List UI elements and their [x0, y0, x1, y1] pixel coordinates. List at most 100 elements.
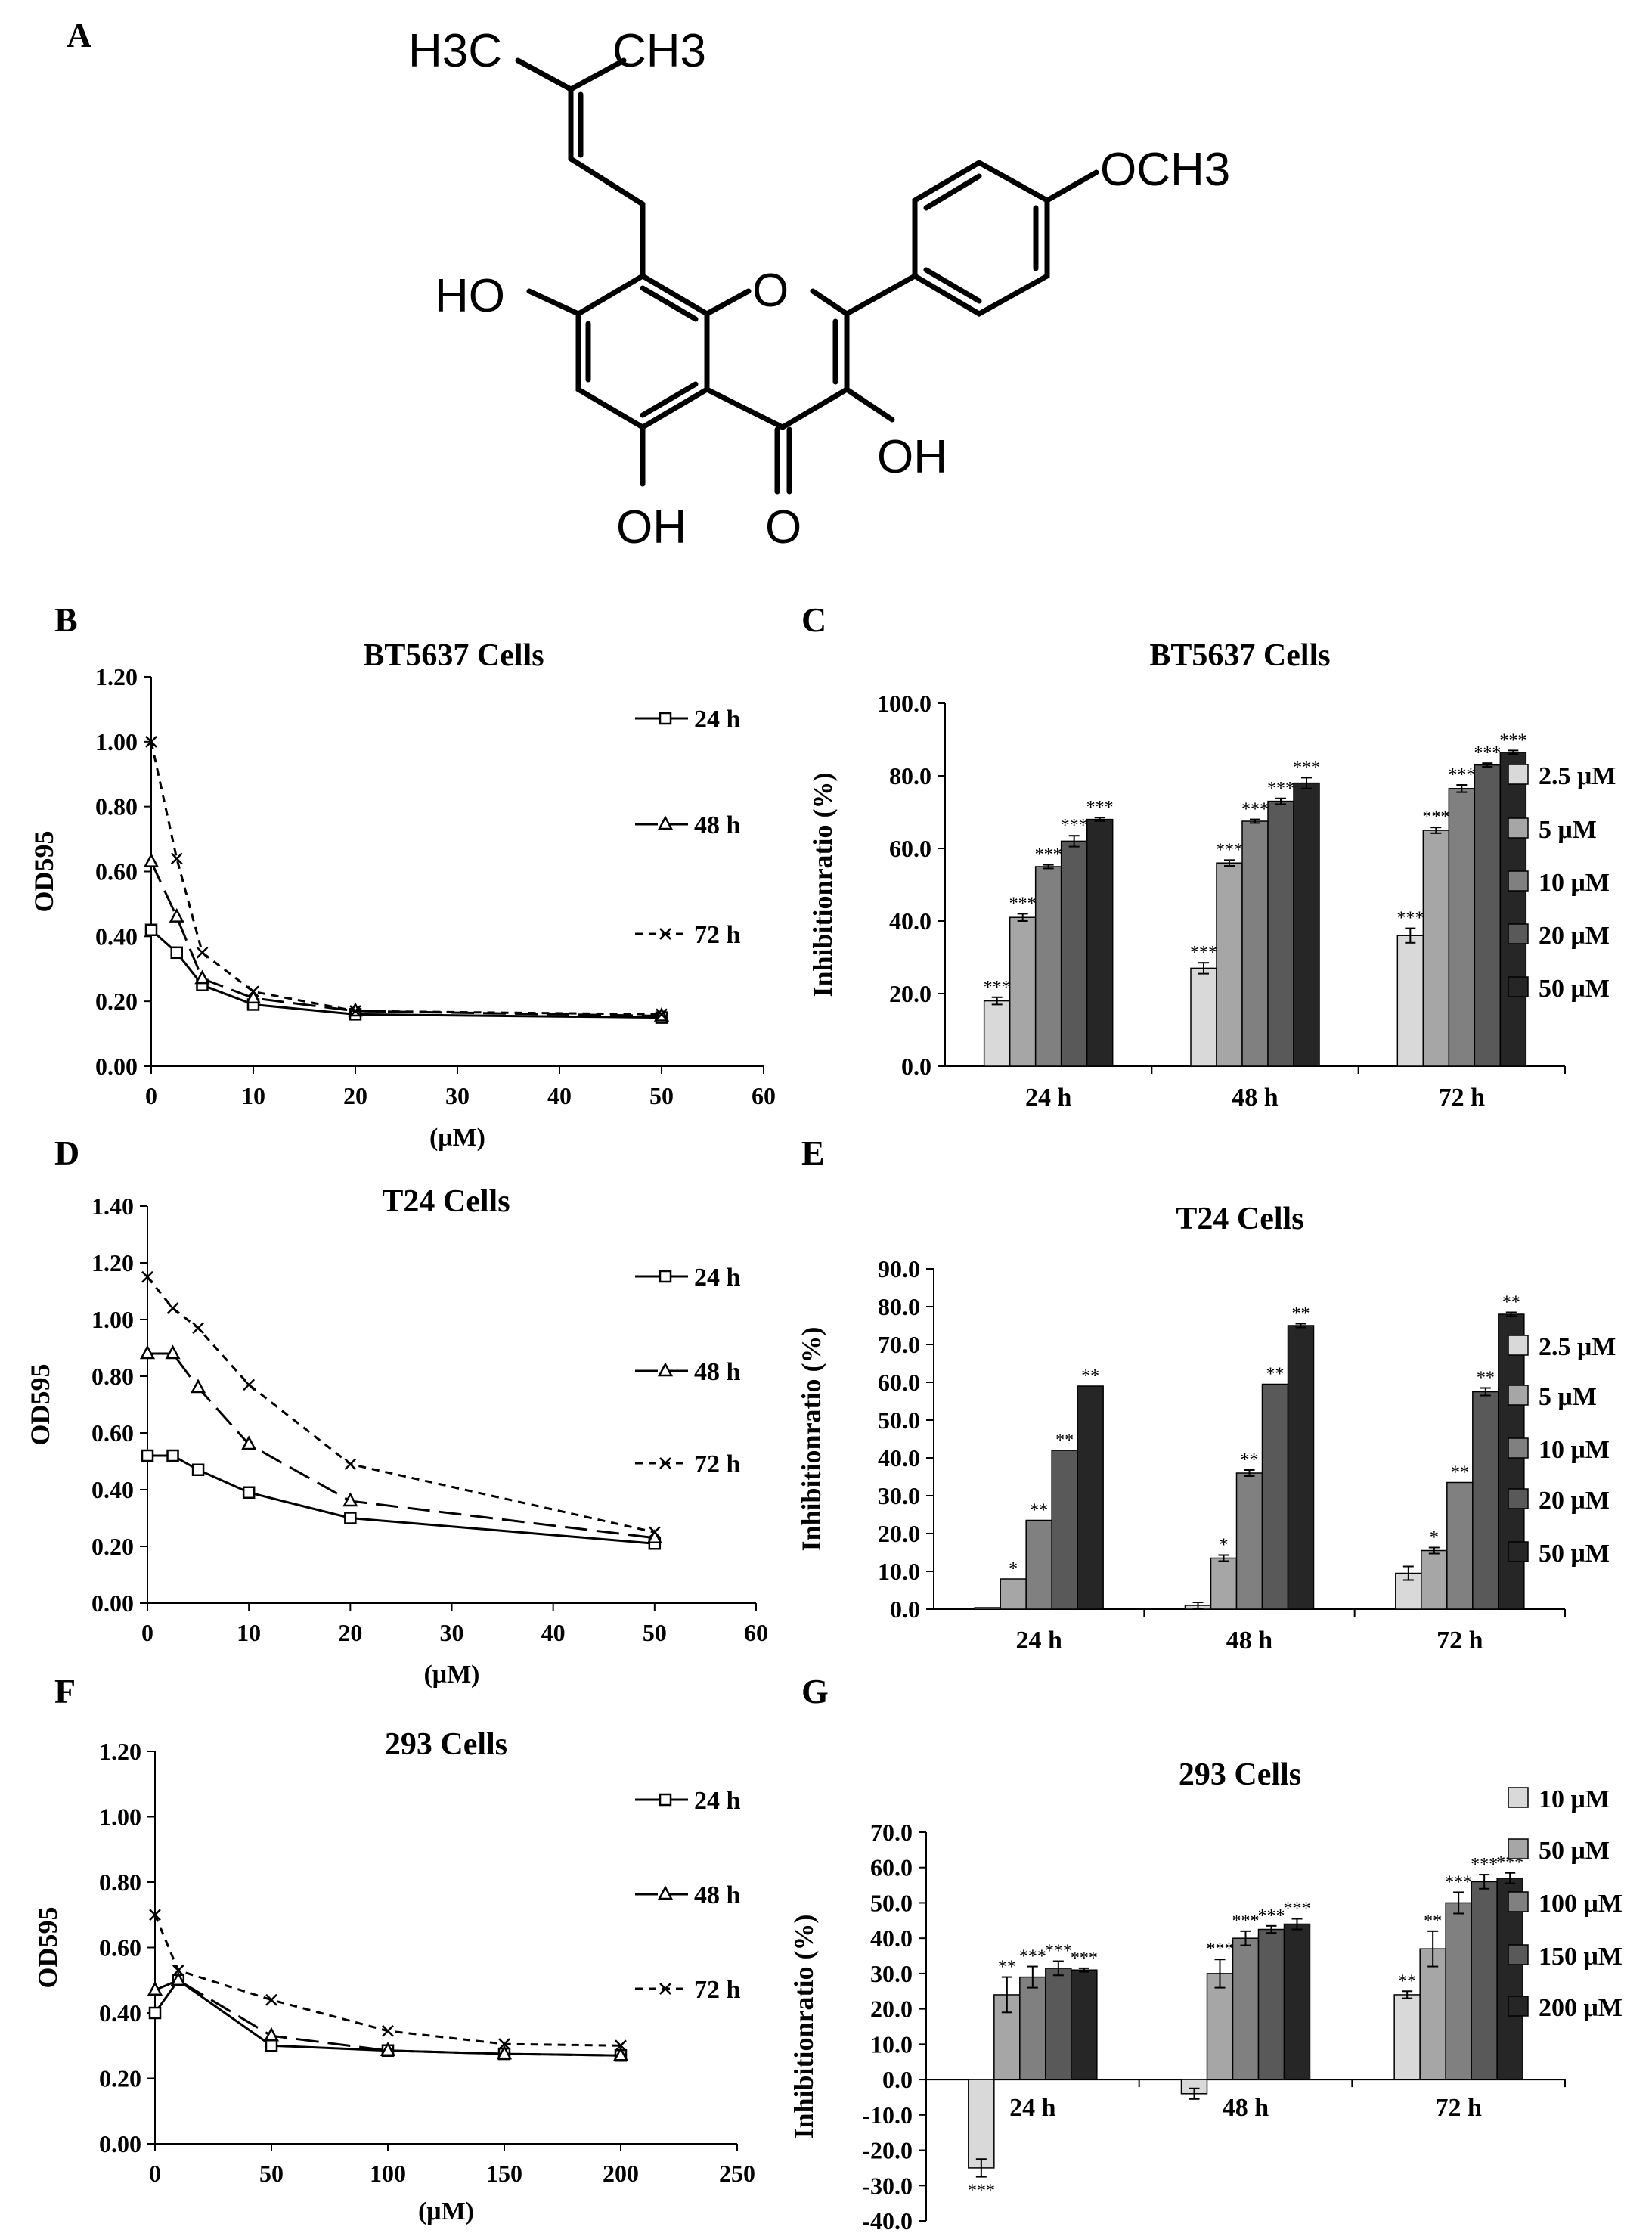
bar — [983, 1000, 1011, 1067]
x-tick-label: 10 — [237, 1619, 261, 1646]
panel-label-b: B — [54, 600, 78, 639]
atom-label-ho: HO — [435, 270, 505, 322]
bar — [1235, 1472, 1263, 1610]
legend-label: 24 h — [694, 1787, 741, 1815]
bar — [1293, 782, 1320, 1067]
significance-label: ** — [1424, 1912, 1442, 1931]
bar — [1051, 1450, 1078, 1610]
x-tick-label: 60 — [744, 1619, 768, 1646]
data-point — [265, 1993, 277, 2006]
data-point — [166, 1449, 179, 1462]
significance-label: * — [1220, 1536, 1229, 1555]
significance-label: *** — [1207, 1940, 1234, 1959]
data-point — [344, 1512, 357, 1524]
bar — [1267, 800, 1294, 1067]
ring-a — [575, 272, 710, 431]
x-tick-label: 40 — [547, 1082, 572, 1109]
category-label: 48 h — [1223, 2094, 1269, 2122]
bar — [1472, 1391, 1499, 1610]
significance-label: * — [1430, 1528, 1439, 1548]
bar — [1393, 1994, 1421, 2080]
y-tick-label: 0.80 — [91, 1363, 134, 1390]
x-tick-label: 100 — [370, 2160, 406, 2187]
legend-label: 2.5 μM — [1539, 762, 1616, 790]
significance-label: ** — [1398, 1971, 1416, 1991]
data-point — [141, 1270, 153, 1283]
bar — [1421, 1549, 1448, 1610]
data-point — [656, 1008, 668, 1021]
data-point — [139, 1344, 156, 1360]
y-tick-label: 60.0 — [870, 1854, 913, 1881]
bond-methyl-left — [515, 57, 574, 92]
data-point — [145, 735, 157, 748]
panel-label-a: A — [67, 16, 91, 54]
chart-title: BT5637 Cells — [1149, 638, 1330, 673]
data-point — [247, 985, 259, 998]
bar — [1422, 830, 1450, 1067]
significance-label: *** — [1499, 730, 1526, 750]
significance-label: *** — [1061, 816, 1088, 836]
legend-label: 20 μM — [1539, 1487, 1610, 1515]
category-label: 24 h — [1015, 1627, 1062, 1655]
y-tick-label: 0.00 — [99, 2130, 141, 2157]
legend-marker — [657, 1885, 674, 1900]
bar — [1396, 935, 1424, 1067]
significance-label: *** — [1190, 943, 1217, 963]
series-line-0 — [150, 929, 662, 1019]
significance-label: ** — [1030, 1501, 1048, 1521]
x-tick-label: 0 — [145, 1082, 157, 1109]
bond-3-oh — [844, 386, 895, 423]
legend-swatch — [1508, 1944, 1529, 1965]
y-tick-label: 0.20 — [99, 2065, 141, 2092]
atom-label-och3: OCH3 — [1100, 144, 1230, 196]
data-point — [144, 923, 158, 936]
legend-label: 50 μM — [1539, 975, 1610, 1003]
x-tick-label: 250 — [719, 2160, 755, 2187]
legend-label: 48 h — [694, 811, 741, 839]
legend-label: 20 μM — [1539, 922, 1610, 950]
data-point — [648, 1526, 661, 1539]
bond-4-ome — [1044, 169, 1099, 203]
significance-label: *** — [1448, 765, 1475, 785]
y-tick-label: 10.0 — [870, 2030, 913, 2058]
y-axis-label: Inhibitionratio (%) — [789, 1914, 819, 2138]
legend-marker — [659, 928, 671, 940]
bar — [1086, 818, 1114, 1067]
legend-swatch — [1508, 1838, 1529, 1859]
legend-swatch — [1508, 976, 1529, 997]
y-tick-label: 100.0 — [877, 690, 931, 717]
data-point — [170, 946, 183, 960]
x-tick-label: 40 — [541, 1619, 566, 1646]
x-tick-label: 50 — [259, 2160, 284, 2187]
ring-a-inner-2 — [640, 381, 699, 418]
data-point — [263, 2027, 280, 2042]
atom-label-ring-o: O — [752, 265, 789, 317]
y-tick-label: -10.0 — [862, 2101, 913, 2129]
atom-label-carbonyl-o: O — [765, 501, 801, 554]
chart-title: 293 Cells — [385, 1727, 507, 1762]
bond-7-oh — [526, 288, 581, 317]
bar — [1077, 1385, 1104, 1610]
bond-methyl-right — [568, 57, 627, 92]
y-tick-label: 60.0 — [878, 1369, 920, 1396]
x-tick-label: 0 — [149, 2160, 161, 2187]
y-tick-label: 90.0 — [878, 1255, 920, 1282]
atom-label-h3c: H3C — [408, 25, 502, 77]
x-axis-label: (μM) — [429, 1124, 485, 1152]
x-tick-label: 20 — [343, 1082, 367, 1109]
legend-swatch — [1508, 817, 1529, 839]
panel-label-g: G — [801, 1672, 829, 1710]
series-line-2 — [146, 1276, 656, 1534]
significance-label: *** — [1267, 779, 1294, 799]
y-tick-label: 20.0 — [870, 1996, 913, 2023]
data-point — [496, 2045, 513, 2060]
legend-swatch — [1508, 764, 1529, 785]
y-tick-label: 1.40 — [91, 1192, 134, 1220]
y-tick-label: 70.0 — [878, 1331, 920, 1358]
bar — [1471, 1881, 1498, 2080]
y-tick-label: 0.60 — [91, 1419, 134, 1447]
legend-label: 72 h — [694, 1976, 741, 2004]
y-axis-label: OD595 — [29, 831, 59, 913]
y-tick-label: -20.0 — [862, 2137, 913, 2164]
bar — [1190, 967, 1217, 1067]
